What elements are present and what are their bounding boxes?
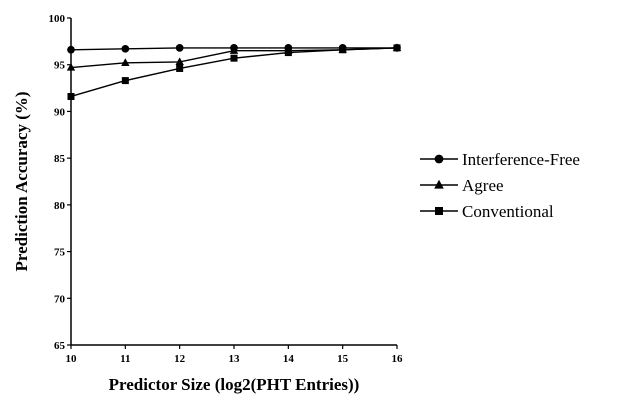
x-axis-title: Predictor Size (log2(PHT Entries)) [109,375,360,394]
data-point-square [284,49,292,57]
x-tick-label: 10 [66,353,78,365]
legend-marker-triangle [434,179,444,189]
axis-ticks: 65 70 75 80 85 90 95 100 10 11 12 13 14 15 16 [49,13,404,365]
series-square [67,44,401,100]
legend-marker-circle [434,154,444,164]
data-point-triangle [175,57,184,66]
data-point-square [67,92,75,100]
data-point-square [339,46,347,54]
y-tick-label: 75 [54,247,66,259]
legend-item: Interference-Free [420,150,580,169]
x-tick-label: 16 [392,353,404,365]
data-point-circle [67,45,75,54]
y-tick-label: 80 [54,200,66,212]
y-tick-label: 95 [54,60,66,72]
axes [70,18,397,346]
data-point-square [393,44,401,52]
y-axis-title: Prediction Accuracy (%) [12,91,31,271]
data-point-circle [121,44,130,53]
data-point-square [121,77,129,85]
legend: Interference-Free Agree Conventional [420,150,580,221]
data-point-triangle [66,62,76,71]
y-tick-label: 85 [54,153,66,165]
legend-marker-square [435,207,443,215]
x-tick-label: 12 [174,353,186,365]
data-point-triangle [121,58,130,66]
x-tick-label: 13 [229,353,241,365]
x-tick-label: 11 [120,353,130,365]
series-lines [66,43,402,100]
x-tick-label: 14 [283,353,295,365]
legend-item: Conventional [420,202,554,221]
y-tick-label: 65 [54,340,66,352]
x-tick-label: 15 [337,353,349,365]
data-point-square [176,64,184,72]
data-point-square [230,54,238,62]
y-tick-label: 100 [49,13,66,25]
data-point-circle [175,44,184,52]
y-tick-label: 70 [54,293,66,305]
data-point-triangle [229,46,239,54]
legend-label: Conventional [462,202,554,221]
y-tick-label: 90 [54,106,66,118]
legend-label: Agree [462,176,504,195]
legend-label: Interference-Free [462,150,580,169]
legend-item: Agree [420,176,504,195]
